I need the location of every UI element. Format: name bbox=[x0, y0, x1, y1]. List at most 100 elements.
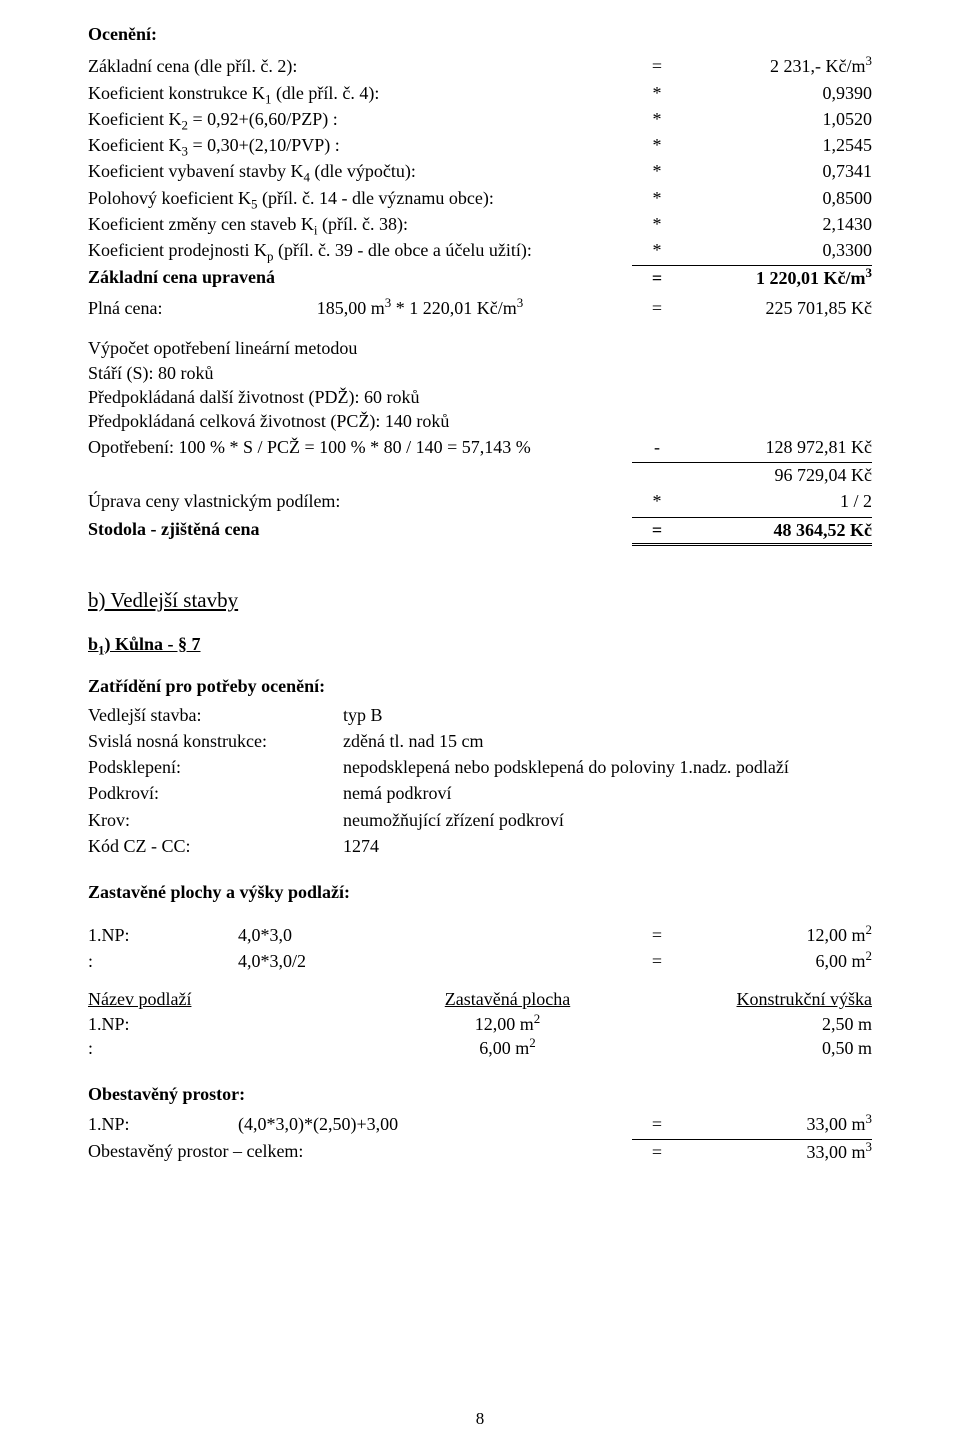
calc-val: 2 231,- Kč/m3 bbox=[682, 54, 872, 78]
calc-op: * bbox=[632, 159, 682, 183]
vypocet-line: Výpočet opotřebení lineární metodou bbox=[88, 336, 872, 360]
zp-row: :4,0*3,0/2=6,00 m2 bbox=[88, 949, 872, 973]
plna-val: 225 701,85 Kč bbox=[682, 296, 872, 320]
zp-tr-a: : bbox=[88, 1036, 343, 1060]
plna-op: = bbox=[632, 296, 682, 320]
page: Ocenění: Základní cena (dle příl. č. 2):… bbox=[0, 0, 960, 1451]
calc-op: * bbox=[632, 81, 682, 105]
plna-mid: 185,00 m3 * 1 220,01 Kč/m3 bbox=[208, 296, 632, 320]
calc-lines-block: Základní cena (dle příl. č. 2):=2 231,- … bbox=[88, 54, 872, 262]
op-1np-val: 33,00 m3 bbox=[682, 1112, 872, 1136]
calc-label: Koeficient konstrukce K1 (dle příl. č. 4… bbox=[88, 81, 632, 105]
calc-val: 0,9390 bbox=[682, 81, 872, 105]
zp-op: = bbox=[632, 949, 682, 973]
vypocet-line: Předpokládaná celková životnost (PCŽ): 1… bbox=[88, 409, 872, 433]
zatr-val: 1274 bbox=[343, 834, 872, 858]
calc-row: Koeficient konstrukce K1 (dle příl. č. 4… bbox=[88, 81, 872, 105]
op-1np-label: 1.NP: bbox=[88, 1112, 238, 1136]
zp-th-b: Zastavěná plocha bbox=[343, 987, 672, 1011]
calc-row: Koeficient prodejnosti Kp (příl. č. 39 -… bbox=[88, 238, 872, 262]
calc-op: * bbox=[632, 186, 682, 210]
calc-label: Koeficient K3 = 0,30+(2,10/PVP) : bbox=[88, 133, 632, 157]
zatr-val: zděná tl. nad 15 cm bbox=[343, 729, 872, 753]
calc-row: Koeficient změny cen staveb Ki (příl. č.… bbox=[88, 212, 872, 236]
zatrideni-block: Vedlejší stavba:typ BSvislá nosná konstr… bbox=[88, 703, 872, 859]
uprava-label: Úprava ceny vlastnickým podílem: bbox=[88, 489, 632, 513]
row-uprava: Úprava ceny vlastnickým podílem: * 1 / 2 bbox=[88, 489, 872, 513]
zp-label: 1.NP: bbox=[88, 923, 238, 947]
opotr-val: 128 972,81 Kč bbox=[682, 435, 872, 459]
calc-op: * bbox=[632, 133, 682, 157]
zp-expr: 4,0*3,0/2 bbox=[238, 949, 632, 973]
zp-table-header: Název podlaží Zastavěná plocha Konstrukč… bbox=[88, 987, 872, 1011]
zatr-key: Krov: bbox=[88, 808, 343, 832]
heading-oceneni: Ocenění: bbox=[88, 22, 872, 46]
row-op-sum: Obestavěný prostor – celkem: = 33,00 m3 bbox=[88, 1139, 872, 1164]
calc-row: Základní cena (dle příl. č. 2):=2 231,- … bbox=[88, 54, 872, 78]
zp-val: 6,00 m2 bbox=[682, 949, 872, 973]
zcu-val: 1 220,01 Kč/m3 bbox=[682, 265, 872, 290]
stodola-op: = bbox=[632, 517, 682, 545]
calc-op: = bbox=[632, 54, 682, 78]
vypocet-line: Předpokládaná další životnost (PDŽ): 60 … bbox=[88, 385, 872, 409]
row-subtotal: 96 729,04 Kč bbox=[88, 462, 872, 487]
page-number: 8 bbox=[0, 1408, 960, 1431]
heading-op: Obestavěný prostor: bbox=[88, 1082, 872, 1106]
calc-label: Polohový koeficient K5 (příl. č. 14 - dl… bbox=[88, 186, 632, 210]
subtotal-val: 96 729,04 Kč bbox=[682, 462, 872, 487]
calc-val: 0,7341 bbox=[682, 159, 872, 183]
stodola-val: 48 364,52 Kč bbox=[682, 517, 872, 545]
op-1np-expr: (4,0*3,0)*(2,50)+3,00 bbox=[238, 1112, 632, 1136]
zatr-row: Svislá nosná konstrukce:zděná tl. nad 15… bbox=[88, 729, 872, 753]
calc-row: Koeficient K2 = 0,92+(6,60/PZP) :*1,0520 bbox=[88, 107, 872, 131]
zatr-key: Svislá nosná konstrukce: bbox=[88, 729, 343, 753]
op-sum-label: Obestavěný prostor – celkem: bbox=[88, 1139, 632, 1164]
calc-label: Základní cena (dle příl. č. 2): bbox=[88, 54, 632, 78]
calc-label: Koeficient K2 = 0,92+(6,60/PZP) : bbox=[88, 107, 632, 131]
op-sum-val: 33,00 m3 bbox=[682, 1139, 872, 1164]
zatr-row: Vedlejší stavba:typ B bbox=[88, 703, 872, 727]
calc-val: 0,8500 bbox=[682, 186, 872, 210]
zp-th-c: Konstrukční výška bbox=[672, 987, 872, 1011]
calc-val: 0,3300 bbox=[682, 238, 872, 262]
op-sum-op: = bbox=[632, 1139, 682, 1164]
zatr-val: neumožňující zřízení podkroví bbox=[343, 808, 872, 832]
row-op-1np: 1.NP: (4,0*3,0)*(2,50)+3,00 = 33,00 m3 bbox=[88, 1112, 872, 1136]
zatr-row: Krov:neumožňující zřízení podkroví bbox=[88, 808, 872, 832]
zp-table-body: 1.NP:12,00 m22,50 m:6,00 m20,50 m bbox=[88, 1012, 872, 1061]
zp-tr-b: 6,00 m2 bbox=[343, 1036, 672, 1060]
zp-th-a: Název podlaží bbox=[88, 987, 343, 1011]
calc-label: Koeficient prodejnosti Kp (příl. č. 39 -… bbox=[88, 238, 632, 262]
zp-tr-c: 0,50 m bbox=[672, 1036, 872, 1060]
zp-block: 1.NP:4,0*3,0=12,00 m2:4,0*3,0/2=6,00 m2 bbox=[88, 923, 872, 974]
opotr-op: - bbox=[632, 435, 682, 459]
heading-b: b) Vedlejší stavby bbox=[88, 586, 872, 614]
calc-label: Koeficient změny cen staveb Ki (příl. č.… bbox=[88, 212, 632, 236]
vypocet-line: Stáří (S): 80 roků bbox=[88, 361, 872, 385]
zp-table-row: 1.NP:12,00 m22,50 m bbox=[88, 1012, 872, 1036]
zp-val: 12,00 m2 bbox=[682, 923, 872, 947]
heading-b1: b1) Kůlna - § 7 bbox=[88, 632, 872, 656]
subtotal-empty bbox=[88, 462, 632, 487]
zcu-op: = bbox=[632, 265, 682, 290]
calc-op: * bbox=[632, 107, 682, 131]
row-zcu: Základní cena upravená = 1 220,01 Kč/m3 bbox=[88, 265, 872, 290]
heading-zatrideni: Zatřídění pro potřeby ocenění: bbox=[88, 674, 872, 698]
plna-label: Plná cena: bbox=[88, 296, 208, 320]
zp-op: = bbox=[632, 923, 682, 947]
row-opotrebeni: Opotřebení: 100 % * S / PCŽ = 100 % * 80… bbox=[88, 435, 872, 459]
zatr-key: Podkroví: bbox=[88, 781, 343, 805]
uprava-val: 1 / 2 bbox=[682, 489, 872, 513]
opotr-text: Opotřebení: 100 % * S / PCŽ = 100 % * 80… bbox=[88, 435, 632, 459]
zp-table-row: :6,00 m20,50 m bbox=[88, 1036, 872, 1060]
zp-tr-a: 1.NP: bbox=[88, 1012, 343, 1036]
zatr-val: typ B bbox=[343, 703, 872, 727]
calc-val: 1,0520 bbox=[682, 107, 872, 131]
zcu-label: Základní cena upravená bbox=[88, 265, 632, 290]
zp-expr: 4,0*3,0 bbox=[238, 923, 632, 947]
zatr-row: Podkroví:nemá podkroví bbox=[88, 781, 872, 805]
row-stodola: Stodola - zjištěná cena = 48 364,52 Kč bbox=[88, 517, 872, 545]
zp-label: : bbox=[88, 949, 238, 973]
vypocet-block: Výpočet opotřebení lineární metodouStáří… bbox=[88, 336, 872, 433]
uprava-op: * bbox=[632, 489, 682, 513]
